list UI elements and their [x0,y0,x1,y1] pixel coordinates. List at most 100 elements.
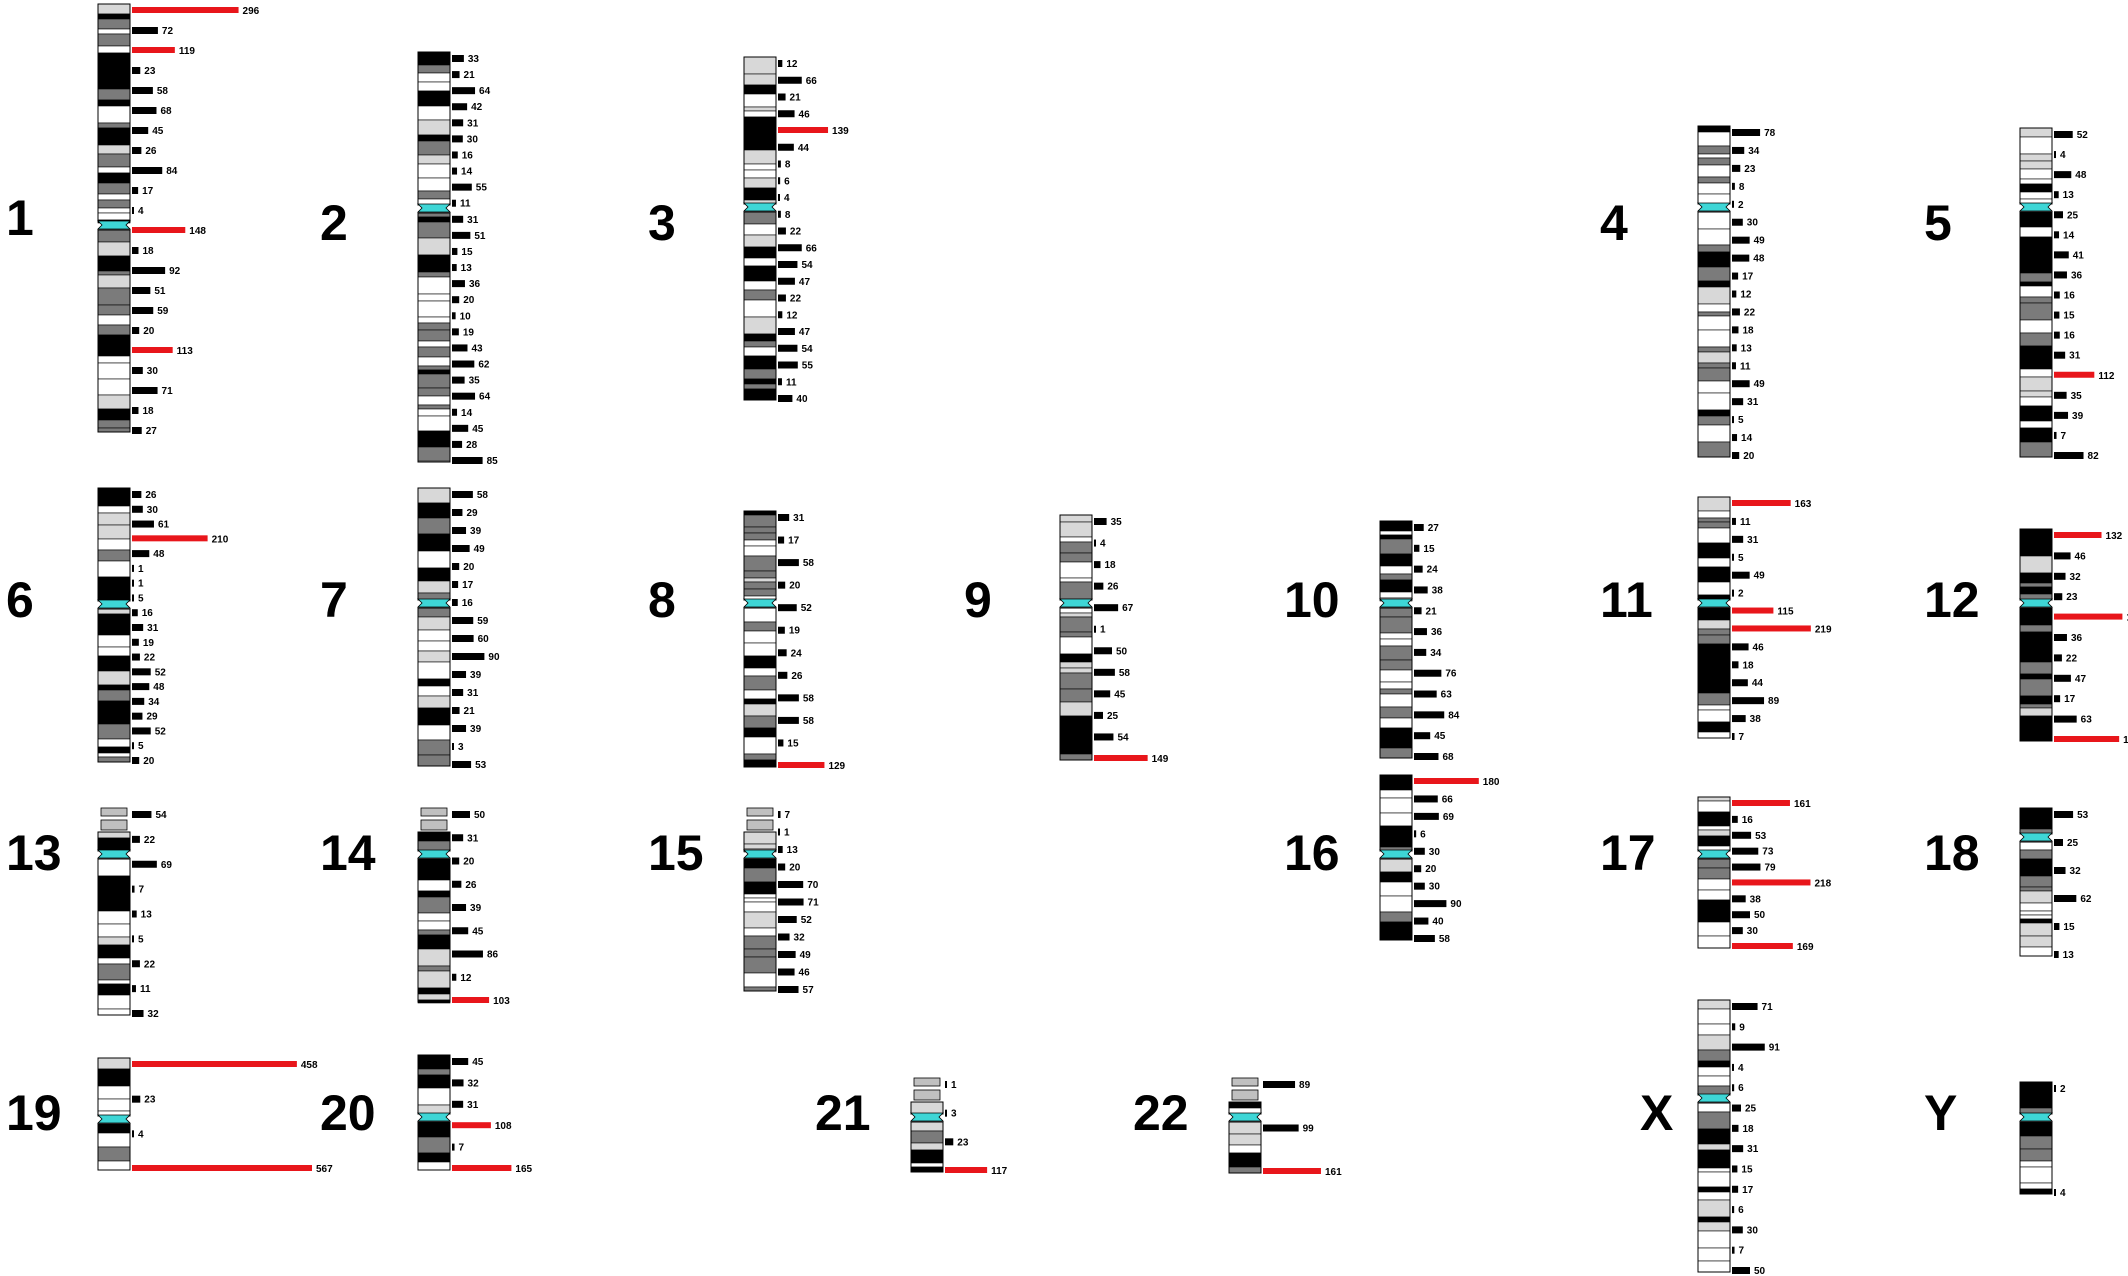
chr-10-count-label-4: 21 [1426,606,1438,617]
chr-2-p-band-6 [417,119,451,136]
chr-3-count-bar-19 [778,378,782,386]
chr-1-q-band-4 [97,270,131,276]
chr-20-count-bar-4 [452,1143,455,1151]
chr-22-label: 22 [1133,1085,1189,1141]
chr-4-count-label-7: 48 [1753,254,1765,265]
chr-2-count-label-23: 45 [472,424,484,435]
chr-12-count-bar-5 [2054,634,2067,641]
chr-4-q-band-13 [1697,362,1731,369]
chr-x-p-band-5 [1697,1060,1731,1068]
chr-11-q-band-1 [1697,619,1731,630]
chr-18-count-label-1: 25 [2067,838,2079,849]
chr-12-count-label-4: 190 [2126,613,2128,624]
chr-10-centromere [1379,598,1413,608]
chr-3-q-band-3 [743,246,777,259]
chr-6-count-label-8: 16 [142,608,154,619]
chr-19-count-bar-0 [132,1061,297,1067]
chr-3-count-label-4: 139 [832,126,849,137]
chr-6-count-label-16: 52 [155,726,167,737]
chr-2-count-label-12: 15 [461,247,473,258]
chr-6-q-band-3 [97,634,131,648]
chr-10-count-label-7: 76 [1445,669,1457,680]
chr-5-count-bar-15 [2054,431,2057,439]
chr-22-q-band-4 [1228,1166,1262,1174]
chr-11-q-band-8 [1697,692,1731,706]
chr-22-satellite [1231,1077,1259,1087]
chr-1-count-bar-10 [132,207,134,214]
chr-21-count-bar-2 [945,1138,954,1146]
chr-3-label: 3 [648,195,676,251]
chr-11-count-label-10: 44 [1752,678,1764,689]
chr-10-count-label-8: 63 [1441,690,1453,701]
chr-16-count-label-5: 20 [1425,864,1437,875]
chr-4-count-label-5: 30 [1747,218,1759,229]
chr-6-count-label-15: 29 [146,712,158,723]
chr-14-q-band-0 [417,858,451,876]
chr-21-count-bar-0 [945,1081,947,1088]
chr-1-p-band-7 [97,65,131,77]
chr-2-q-band-0 [417,212,451,218]
chr-2-count-bar-24 [452,440,463,448]
chr-2-q-band-17 [417,373,451,389]
chr-14-q-band-10 [417,965,451,972]
chr-y-count-bar-0 [2054,1085,2056,1092]
chr-4-count-label-10: 22 [1744,307,1756,318]
chr-19-label: 19 [6,1085,62,1141]
chr-5-count-label-13: 35 [2071,391,2083,402]
chr-5-q-band-12 [2019,332,2053,347]
chr-17-p-band-3 [1697,825,1731,831]
chr-14-count-label-6: 86 [487,950,499,961]
chr-17-count-bar-3 [1732,847,1759,855]
chr-10-q-band-3 [1379,638,1413,647]
chr-1-p-band-20 [97,199,131,209]
chr-12-count-label-2: 32 [2070,572,2082,583]
chr-4-p-band-5 [1697,164,1731,178]
chr-3-p-band-3 [743,93,777,108]
chr-1-p-band-8 [97,75,131,90]
chr-5-count-label-11: 31 [2069,351,2081,362]
chr-11-count-bar-7 [1732,625,1811,632]
chr-7-count-bar-3 [452,545,470,552]
chr-2-p-band-8 [417,140,451,156]
chr-9-count-label-0: 35 [1111,517,1123,528]
chr-6-count-label-2: 61 [158,520,170,531]
chr-5-q-band-14 [2019,359,2053,370]
chr-1-q-band-5 [97,274,131,289]
chr-1-q-band-2 [97,255,131,262]
chr-4-q-band-10 [1697,329,1731,348]
chr-17-count-label-7: 50 [1754,910,1766,921]
chr-14-count-bar-6 [452,950,483,958]
chr-19-q-band-1 [97,1132,131,1148]
chr-7-q-band-11 [417,739,451,756]
chr-18-q-band-1 [2019,849,2053,860]
chr-14-count-label-7: 12 [460,973,472,984]
chr-5-q-band-16 [2019,376,2053,392]
chr-17-q-band-5 [1697,906,1731,923]
chr-17-q-band-7 [1697,935,1731,949]
chr-x-q-band-14 [1697,1247,1731,1262]
chr-3-p-band-2 [743,84,777,95]
chr-2-count-label-14: 36 [469,279,481,290]
chr-1-count-label-9: 17 [142,186,154,197]
chr-3-count-label-14: 22 [790,294,802,305]
chr-13-p-band-1 [97,837,131,852]
chr-7-count-label-1: 29 [466,508,478,519]
chr-13-q-band-9 [97,957,131,965]
chr-4-count-label-15: 31 [1747,397,1759,408]
chr-12-p-band-3 [2019,572,2053,584]
chr-5-count-label-0: 52 [2077,130,2089,141]
chr-1-count-label-21: 27 [146,426,158,437]
chr-11-count-bar-9 [1732,661,1739,669]
chr-7-count-bar-5 [452,581,459,588]
chr-x-label: X [1640,1085,1673,1141]
chr-15-count-bar-10 [778,986,799,993]
chr-5-count-bar-5 [2054,231,2060,239]
chr-6-q-band-5 [97,655,131,672]
chr-5-p-band-4 [2019,168,2053,180]
chr-12-count-bar-2 [2054,572,2066,580]
chr-7-count-label-14: 3 [458,742,464,753]
chr-4-centromere [1697,202,1731,212]
chr-18-count-bar-4 [2054,923,2060,930]
chr-x-q-band-8 [1697,1186,1731,1193]
chr-15-count-bar-6 [778,916,797,923]
